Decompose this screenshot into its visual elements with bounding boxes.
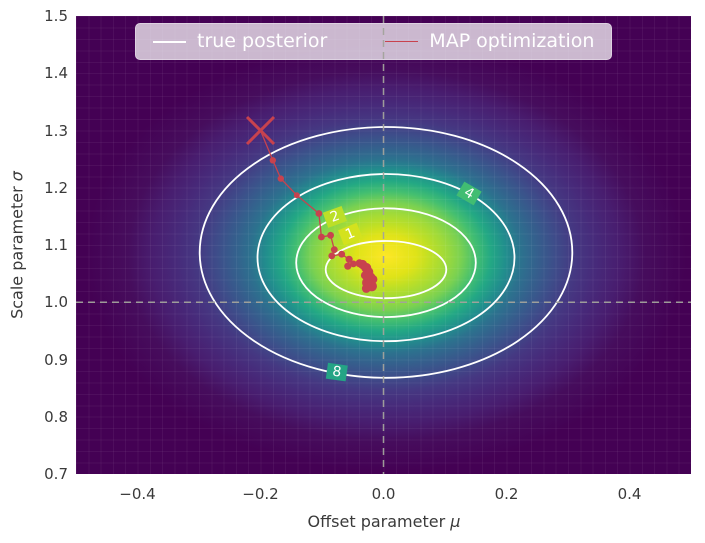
contour-label-group-1: 1	[338, 222, 363, 246]
x-axis-label: Offset parameter μ	[308, 512, 461, 531]
x-tick-label: −0.2	[242, 485, 279, 503]
map-trajectory-point	[330, 246, 338, 254]
x-tick-label: 0.2	[494, 485, 519, 503]
contour-label-gap	[456, 181, 482, 206]
y-tick-label: 1.2	[44, 178, 68, 197]
y-tick-label: 1.3	[44, 121, 68, 140]
y-tick-label: 1.4	[44, 64, 68, 83]
contour-label-gap	[322, 205, 348, 228]
y-tick-label: 0.7	[44, 465, 68, 483]
sigma-symbol: σ	[7, 171, 27, 182]
contour-label-gap	[325, 362, 348, 382]
x-axis-label-text: Offset parameter	[307, 512, 451, 531]
contour-ellipse-level-8	[198, 126, 574, 379]
red-line-swatch-icon	[385, 41, 419, 42]
map-trajectory-point	[328, 252, 336, 260]
map-trajectory-point	[315, 210, 323, 217]
contour-ellipse-level-2	[295, 207, 477, 318]
y-tick-label: 1.0	[44, 293, 68, 312]
x-tick-label: 0.4	[617, 485, 642, 503]
legend: true posterior MAP optimization	[135, 23, 613, 60]
contour-ellipse-level-1	[324, 240, 448, 300]
map-trajectory-point	[344, 262, 352, 270]
white-line-swatch-icon	[153, 40, 186, 43]
legend-label-map-optimization: MAP optimization	[429, 30, 595, 52]
map-trajectory-point	[361, 284, 371, 293]
map-trajectory-point	[350, 260, 357, 268]
y-tick-label: 0.8	[44, 407, 68, 426]
mu-symbol: μ	[450, 512, 461, 531]
y-tick-label: 1.5	[44, 7, 68, 25]
map-trajectory-point	[327, 231, 334, 239]
contour-label-gap	[338, 222, 363, 246]
y-axis-label-text: Scale parameter	[7, 181, 27, 319]
map-trajectory-point	[293, 192, 300, 199]
map-trajectory-point	[338, 250, 346, 258]
contours-and-trajectory-overlay: 8 4 21	[76, 16, 691, 474]
map-trajectory-point	[345, 255, 353, 263]
map-trajectory-point	[269, 157, 276, 164]
start-x-marker	[245, 115, 276, 146]
y-tick-label: 1.1	[44, 236, 68, 254]
x-tick-label: −0.4	[119, 485, 156, 503]
contour-label-group-4: 4	[456, 181, 482, 206]
y-tick-label: 0.9	[44, 350, 68, 369]
contour-label-group-8: 8	[325, 362, 348, 382]
x-tick-label: 0.0	[371, 485, 396, 503]
map-trajectory-point	[277, 175, 284, 182]
contour-label-group-2: 2	[322, 205, 348, 228]
legend-entry-true-posterior: true posterior	[153, 32, 327, 51]
y-axis-label: Scale parameter σ	[8, 171, 27, 319]
legend-entry-map-optimization: MAP optimization	[385, 32, 594, 51]
map-trajectory-point	[318, 233, 325, 241]
contour-ellipse-level-4	[256, 173, 516, 343]
legend-label-true-posterior: true posterior	[197, 30, 328, 52]
contour-label-8: 8	[331, 364, 342, 381]
map-trajectory-point	[368, 274, 378, 284]
